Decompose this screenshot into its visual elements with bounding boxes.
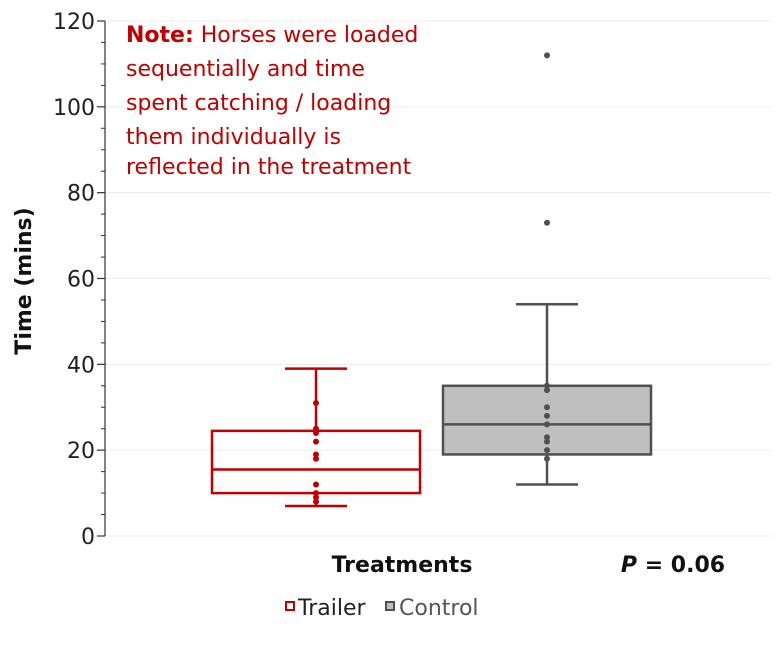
box-control [441,52,653,486]
legend-label-trailer: Trailer [297,596,366,621]
data-point [544,404,550,411]
legend-swatch-control [385,601,395,611]
box-trailer [210,367,422,508]
outlier-point [544,219,550,226]
p-value: P = 0.06 [621,553,725,578]
data-point [313,494,319,501]
boxes [210,52,653,508]
note-line: them individually is [126,125,341,150]
y-tick-label: 0 [81,525,95,550]
p-value-text: = 0.06 [637,553,725,578]
data-point [313,455,319,462]
y-tick-label: 100 [53,96,95,121]
data-point [544,455,550,462]
data-point [313,425,319,432]
legend-swatch-trailer [285,601,295,611]
y-tick-label: 60 [67,268,95,293]
y-tick-label: 80 [67,182,95,207]
x-axis-label: Treatments [332,553,473,578]
chart-note: Note: Horses were loaded sequentially an… [126,23,425,180]
data-point [313,451,319,458]
data-point [313,430,319,436]
data-point [313,498,319,505]
p-value-symbol: P [621,553,637,578]
y-axis: 0 20 40 60 80 100 120 [53,10,106,550]
data-point [544,434,550,441]
note-line: reflected in the treatment [126,155,412,180]
data-point [544,387,550,394]
note-line: Horses were loaded [194,23,419,48]
data-point [313,438,319,445]
data-point [313,399,319,406]
legend: Trailer Control [285,596,479,621]
note-line: sequentially and time [126,57,365,82]
data-point [544,421,550,428]
chart-text: Time (mins) Treatments P = 0.06 Note: Ho… [12,23,725,578]
legend-item-control[interactable]: Control [385,596,479,621]
data-point [544,412,550,419]
gridlines [105,20,771,537]
y-tick-label: 120 [53,10,95,35]
data-point [313,490,319,497]
outlier-point [544,52,550,59]
note-line: spent catching / loading [126,91,391,116]
note-label: Note: [126,23,194,48]
y-tick-label: 20 [67,439,95,464]
legend-item-trailer[interactable]: Trailer [285,596,366,621]
data-point [544,382,550,389]
y-tick-label: 40 [67,353,95,378]
data-point [544,447,550,454]
data-point [544,438,550,445]
legend-label-control: Control [399,596,479,621]
data-point [313,481,319,488]
y-axis-label: Time (mins) [12,207,37,354]
